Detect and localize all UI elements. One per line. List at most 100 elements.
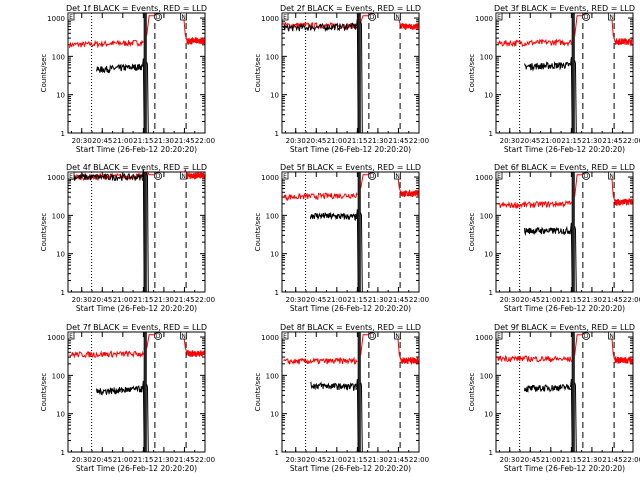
events-series-line xyxy=(282,22,357,33)
x-tick-label: 20:45 xyxy=(92,137,112,145)
lld-series-line xyxy=(614,355,633,366)
x-tick-label: 21:30 xyxy=(154,296,174,304)
marker-box xyxy=(180,171,188,180)
x-tick-label: 22:00 xyxy=(623,137,640,145)
x-axis-label: Start Time (26-Feb-12 20:20:20) xyxy=(290,304,411,313)
panel-title: Det 9f BLACK = Events, RED = LLD xyxy=(494,323,635,332)
x-tick-label: 20:30 xyxy=(286,456,306,464)
lld-series-line xyxy=(497,200,572,209)
marker-label-e: E xyxy=(69,173,73,180)
y-tick-label: 1 xyxy=(275,130,279,138)
lld-series-spike xyxy=(397,334,402,361)
marker-circle xyxy=(154,172,163,180)
marker-label-e: E xyxy=(283,14,287,21)
lld-series-spike xyxy=(574,174,584,198)
y-axis-label: Counts/sec xyxy=(254,213,262,252)
x-tick-label: 20:45 xyxy=(306,456,326,464)
panel-5: Det 5f BLACK = Events, RED = LLD 1 10 100 10… xyxy=(254,163,429,313)
marker-label-n: N xyxy=(609,14,614,21)
marker-label-d: D xyxy=(156,14,161,21)
lld-series-line xyxy=(400,357,419,366)
lld-series-line xyxy=(69,350,144,359)
events-series-spike xyxy=(146,384,149,453)
y-tick-label: 100 xyxy=(480,372,493,380)
marker-box xyxy=(608,171,616,180)
panel-title: Det 5f BLACK = Events, RED = LLD xyxy=(280,163,421,172)
y-tick-label: 1 xyxy=(489,449,493,457)
panel-title: Det 2f BLACK = Events, RED = LLD xyxy=(280,4,421,13)
marker-circle xyxy=(368,172,377,180)
events-series-spike xyxy=(570,379,573,453)
x-tick-label: 21:15 xyxy=(561,137,581,145)
marker-box xyxy=(608,331,616,340)
events-series-spike xyxy=(360,21,363,134)
lld-series-spike xyxy=(611,334,616,361)
y-tick-label: 1 xyxy=(61,130,65,138)
panel-3: Det 3f BLACK = Events, RED = LLD 1 10 100 10… xyxy=(468,4,640,154)
marker-label-e: E xyxy=(497,333,501,340)
events-series-spike xyxy=(356,209,359,293)
x-tick-label: 21:15 xyxy=(561,296,581,304)
events-series-spike xyxy=(570,222,573,293)
marker-box xyxy=(281,12,289,21)
marker-label-n: N xyxy=(181,14,186,21)
x-tick-label: 20:30 xyxy=(72,296,92,304)
x-tick-label: 20:30 xyxy=(500,296,520,304)
x-tick-label: 21:45 xyxy=(602,137,622,145)
lld-series-line xyxy=(69,39,144,49)
marker-label-n: N xyxy=(181,333,186,340)
x-axis-label: Start Time (26-Feb-12 20:20:20) xyxy=(290,464,411,473)
x-tick-label: 21:00 xyxy=(541,456,561,464)
x-tick-label: 22:00 xyxy=(195,456,215,464)
x-tick-label: 22:00 xyxy=(623,456,640,464)
x-tick-label: 20:30 xyxy=(72,456,92,464)
marker-label-e: E xyxy=(283,173,287,180)
x-tick-label: 20:45 xyxy=(520,137,540,145)
x-tick-label: 22:00 xyxy=(409,137,429,145)
x-tick-label: 21:15 xyxy=(347,137,367,145)
y-axis-label: Counts/sec xyxy=(40,54,48,93)
x-tick-label: 22:00 xyxy=(195,296,215,304)
plot-frame xyxy=(67,12,206,134)
y-tick-label: 10 xyxy=(270,251,279,259)
panel-9: Det 9f BLACK = Events, RED = LLD 1 10 100 10… xyxy=(468,323,640,473)
y-tick-label: 10 xyxy=(56,251,65,259)
marker-box xyxy=(394,331,402,340)
y-tick-label: 100 xyxy=(480,53,493,61)
y-axis-label: Counts/sec xyxy=(468,54,476,93)
marker-label-e: E xyxy=(69,333,73,340)
marker-box xyxy=(495,331,503,340)
y-tick-label: 100 xyxy=(480,212,493,220)
marker-label-d: D xyxy=(156,333,161,340)
y-tick-label: 1 xyxy=(489,289,493,297)
x-tick-label: 21:45 xyxy=(174,296,194,304)
panel-4: Det 4f BLACK = Events, RED = LLD 1 10 100 10… xyxy=(40,163,215,313)
x-tick-label: 21:45 xyxy=(174,137,194,145)
x-tick-label: 21:30 xyxy=(368,296,388,304)
panel-1: Det 1f BLACK = Events, RED = LLD 1 10 100 10… xyxy=(40,4,215,154)
events-series-spike xyxy=(142,58,145,134)
x-tick-label: 21:15 xyxy=(133,456,153,464)
x-tick-label: 21:30 xyxy=(368,137,388,145)
x-tick-label: 21:15 xyxy=(561,456,581,464)
x-tick-label: 20:30 xyxy=(500,456,520,464)
x-tick-label: 21:30 xyxy=(582,456,602,464)
y-axis-label: Counts/sec xyxy=(40,213,48,252)
lld-series-line xyxy=(614,37,633,47)
lld-series-spike xyxy=(611,174,616,202)
y-axis-label: Counts/sec xyxy=(468,213,476,252)
events-series-line xyxy=(310,381,357,391)
y-tick-label: 1000 xyxy=(47,15,65,23)
x-tick-label: 20:45 xyxy=(520,296,540,304)
events-series-spike xyxy=(360,382,363,453)
x-axis-label: Start Time (26-Feb-12 20:20:20) xyxy=(504,145,625,154)
x-axis-label: Start Time (26-Feb-12 20:20:20) xyxy=(76,145,197,154)
marker-label-d: D xyxy=(370,14,375,21)
marker-label-e: E xyxy=(283,333,287,340)
x-tick-label: 21:00 xyxy=(113,456,133,464)
panel-title: Det 3f BLACK = Events, RED = LLD xyxy=(494,4,635,13)
events-series-line xyxy=(524,61,571,72)
y-tick-label: 100 xyxy=(266,53,279,61)
panel-8: Det 8f BLACK = Events, RED = LLD 1 10 100 10… xyxy=(254,323,429,473)
marker-circle xyxy=(582,13,591,21)
